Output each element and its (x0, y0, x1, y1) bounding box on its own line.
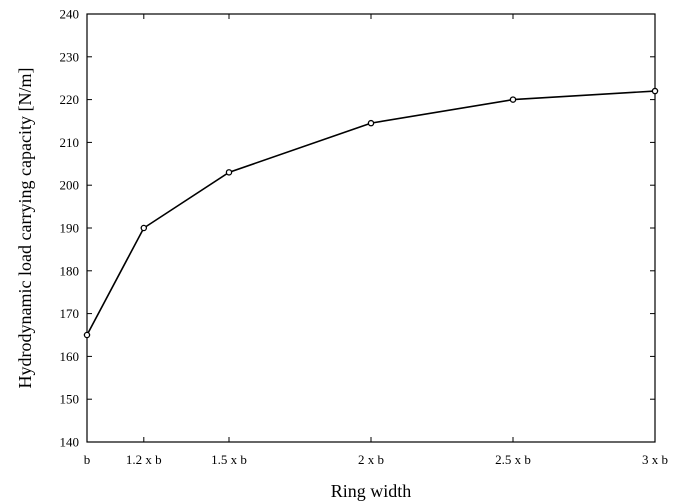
y-tick-label: 230 (60, 49, 80, 64)
x-axis: b 1.2 x b 1.5 x b 2 x b 2.5 x b 3 x b (84, 14, 668, 467)
y-axis: 140 150 160 170 180 190 200 210 220 230 240 (60, 7, 655, 450)
x-tick-label: 3 x b (642, 452, 668, 467)
data-point (140, 224, 148, 232)
x-tick-label: 1.2 x b (126, 452, 162, 467)
data-point (367, 119, 375, 127)
y-tick-label: 190 (60, 221, 80, 236)
y-tick-label: 150 (60, 392, 80, 407)
y-tick-label: 220 (60, 92, 80, 107)
data-point (83, 331, 91, 339)
x-tick-label: 1.5 x b (211, 452, 247, 467)
y-tick-label: 210 (60, 135, 80, 150)
y-tick-label: 200 (60, 178, 80, 193)
y-tick-label: 140 (60, 435, 80, 450)
x-tick-label: b (84, 452, 91, 467)
series-line (86, 90, 656, 336)
x-axis-title: Ring width (331, 481, 412, 501)
data-point (225, 169, 233, 176)
data-point (651, 87, 659, 95)
data-point (509, 96, 517, 103)
y-tick-label: 180 (60, 263, 80, 278)
y-axis-title: Hydrodynamic load carrying capacity [N/m… (15, 68, 35, 389)
x-tick-label: 2.5 x b (495, 452, 531, 467)
y-tick-label: 170 (60, 306, 80, 321)
plot-area-frame (86, 13, 656, 443)
series-layer (83, 87, 659, 339)
x-tick-label: 2 x b (358, 452, 384, 467)
y-tick-label: 240 (60, 7, 80, 22)
y-tick-label: 160 (60, 349, 80, 364)
